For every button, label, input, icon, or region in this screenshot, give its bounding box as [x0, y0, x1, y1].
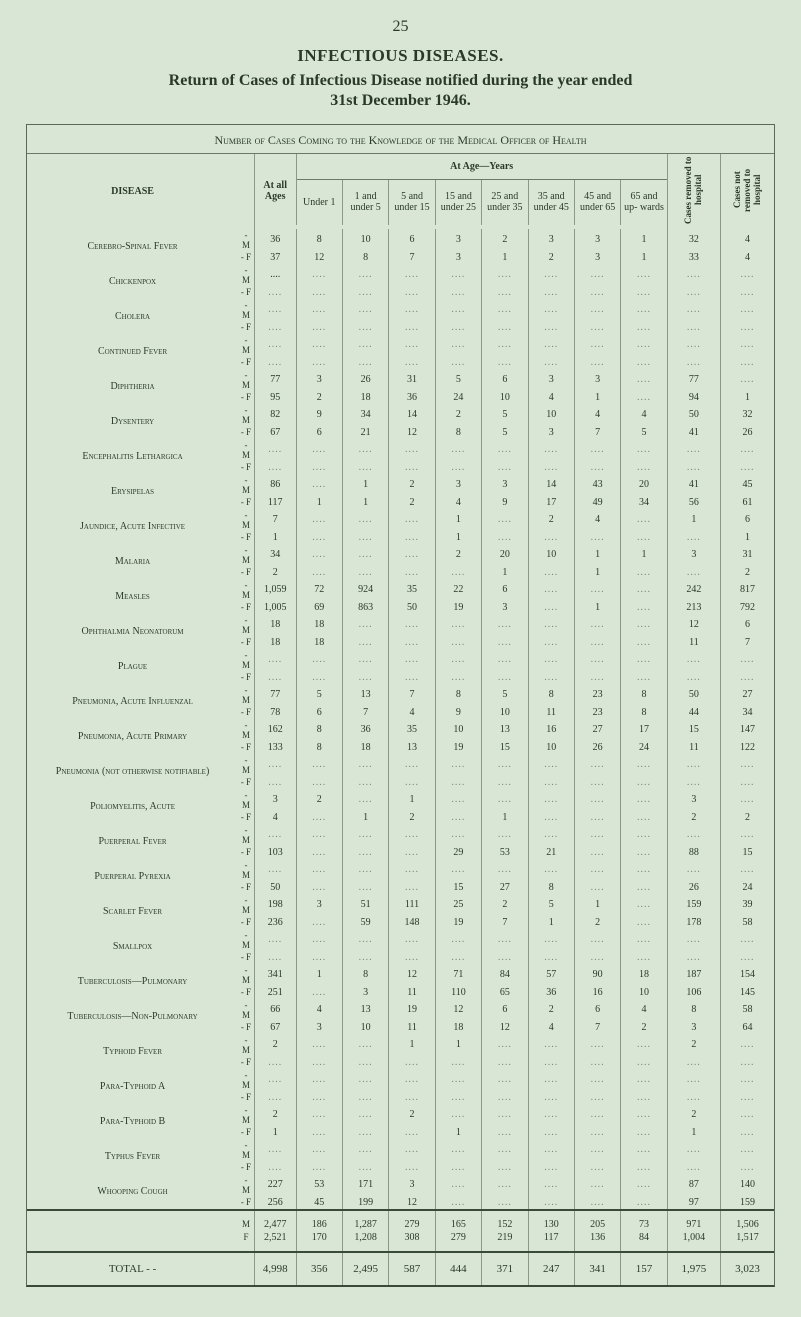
hdr-45-65: 45 and under 65 [574, 179, 620, 225]
table-row: Pneumonia, Acute Primary- M1628363510131… [27, 719, 774, 741]
disease-name: Pneumonia (not otherwise notifiable) [27, 754, 238, 789]
disease-name: Diphtheria [27, 369, 238, 404]
disease-name: Chickenpox [27, 264, 238, 299]
hdr-all-ages: At all Ages [254, 153, 296, 229]
disease-name: Para-Typhoid A [27, 1069, 238, 1104]
disease-name: Cerebro-Spinal Fever [27, 229, 238, 264]
disease-table: DISEASE At all Ages At Age—Years Cases r… [27, 153, 774, 1285]
total-row: TOTAL - -4,9983562,495587444371247341157… [27, 1252, 774, 1285]
table-frame: Number of Cases Coming to the Knowledge … [26, 124, 775, 1287]
table-row: Jaundice, Acute Infective- M7...........… [27, 509, 774, 531]
disease-name: Measles [27, 579, 238, 614]
hdr-under1: Under 1 [296, 179, 342, 225]
disease-name: Continued Fever [27, 334, 238, 369]
table-row: Para-Typhoid B- M2........2.............… [27, 1104, 774, 1126]
disease-name: Typhus Fever [27, 1139, 238, 1174]
disease-name: Malaria [27, 544, 238, 579]
table-row: Cerebro-Spinal Fever- M36810632331324 [27, 229, 774, 251]
table-row: Diphtheria- M77326315633....77.... [27, 369, 774, 391]
hdr-age-years: At Age—Years [296, 153, 667, 179]
sub-heading-2: 31st December 1946. [26, 92, 775, 110]
table-row: Para-Typhoid A- M.......................… [27, 1069, 774, 1091]
table-row: Poliomyelitis, Acute- M32....1..........… [27, 789, 774, 811]
disease-name: Tuberculosis—Non-Pulmonary [27, 999, 238, 1034]
disease-name: Pneumonia, Acute Primary [27, 719, 238, 754]
disease-name: Para-Typhoid B [27, 1104, 238, 1139]
table-row: Measles- M1,0597292435226............242… [27, 579, 774, 601]
hdr-1-5: 1 and under 5 [342, 179, 388, 225]
table-row: Tuberculosis—Non-Pulmonary- M66413191262… [27, 999, 774, 1021]
table-row: Cholera- M..............................… [27, 299, 774, 321]
disease-name: Scarlet Fever [27, 894, 238, 929]
table-row: Typhus Fever- M.........................… [27, 1139, 774, 1161]
disease-name: Cholera [27, 299, 238, 334]
table-row: Tuberculosis—Pulmonary- M341181271845790… [27, 964, 774, 986]
hdr-5-15: 5 and under 15 [389, 179, 435, 225]
disease-name: Jaundice, Acute Infective [27, 509, 238, 544]
table-row: Smallpox- M.............................… [27, 929, 774, 951]
table-row: Continued Fever- M......................… [27, 334, 774, 356]
disease-name: Typhoid Fever [27, 1034, 238, 1069]
disease-name: Dysentery [27, 404, 238, 439]
disease-name: Tuberculosis—Pulmonary [27, 964, 238, 999]
table-row: Plague- M...............................… [27, 649, 774, 671]
disease-name: Erysipelas [27, 474, 238, 509]
sub-heading-1: Return of Cases of Infectious Disease no… [26, 72, 775, 90]
summary-row: M2,4771861,287279165152130205739711,506 [27, 1210, 774, 1231]
hdr-disease: DISEASE [27, 153, 238, 229]
disease-name: Plague [27, 649, 238, 684]
disease-name: Encephalitis Lethargica [27, 439, 238, 474]
hdr-not-removed: Cases not removed to hospital [733, 155, 763, 225]
table-row: Chickenpox- M...........................… [27, 264, 774, 286]
summary-row: F2,5211701,208308279219117136841,0041,51… [27, 1231, 774, 1252]
hdr-65-up: 65 and up- wards [621, 179, 667, 225]
table-row: Encephalitis Lethargica- M..............… [27, 439, 774, 461]
hdr-15-25: 15 and under 25 [435, 179, 481, 225]
disease-name: Whooping Cough [27, 1174, 238, 1210]
table-row: Malaria- M34............2201011331 [27, 544, 774, 566]
table-caption: Number of Cases Coming to the Knowledge … [27, 125, 774, 153]
table-row: Erysipelas- M86....12331443204145 [27, 474, 774, 496]
main-heading: INFECTIOUS DISEASES. [26, 46, 775, 66]
table-row: Ophthalmia Neonatorum- M1818............… [27, 614, 774, 636]
table-row: Pneumonia, Acute Influenzal- M7751378582… [27, 684, 774, 706]
disease-name: Puerperal Pyrexia [27, 859, 238, 894]
table-row: Scarlet Fever- M19835111125251....15939 [27, 894, 774, 916]
hdr-25-35: 25 and under 35 [482, 179, 528, 225]
disease-name: Ophthalmia Neonatorum [27, 614, 238, 649]
disease-name: Poliomyelitis, Acute [27, 789, 238, 824]
table-row: Pneumonia (not otherwise notifiable)- M.… [27, 754, 774, 776]
table-row: Typhoid Fever- M2........11.............… [27, 1034, 774, 1056]
page-number: 25 [26, 18, 775, 36]
table-row: Puerperal Pyrexia- M....................… [27, 859, 774, 881]
disease-name: Pneumonia, Acute Influenzal [27, 684, 238, 719]
hdr-removed: Cases removed to hospital [684, 155, 704, 225]
table-row: Puerperal Fever- M......................… [27, 824, 774, 846]
total-label: TOTAL - - [27, 1252, 238, 1285]
table-row: Dysentery- M82934142510445032 [27, 404, 774, 426]
disease-name: Puerperal Fever [27, 824, 238, 859]
disease-name: Smallpox [27, 929, 238, 964]
table-row: Whooping Cough- M227531713..............… [27, 1174, 774, 1196]
hdr-35-45: 35 and under 45 [528, 179, 574, 225]
